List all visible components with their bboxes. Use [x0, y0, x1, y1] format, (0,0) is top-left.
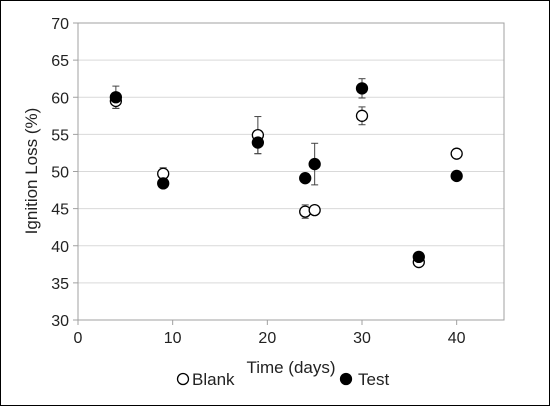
- y-tick-label: 55: [51, 127, 69, 144]
- x-tick-label: 0: [74, 330, 83, 347]
- data-point-blank: [308, 203, 321, 217]
- gridlines: [78, 59, 504, 284]
- data-point-blank: [355, 109, 369, 122]
- data-point-test: [355, 82, 369, 95]
- data-point-test: [450, 169, 463, 183]
- axis-ticks: 30 35 40 45 50 55 60 65 70 0 10 20 30 40: [51, 16, 465, 347]
- x-axis-title: Time (days): [246, 358, 335, 377]
- x-tick-label: 10: [164, 330, 182, 347]
- y-tick-label: 70: [51, 16, 69, 33]
- legend-label-blank: Blank: [192, 370, 235, 389]
- y-tick-label: 60: [51, 90, 69, 107]
- y-axis-title: Ignition Loss (%): [22, 108, 41, 235]
- x-tick-label: 20: [258, 330, 276, 347]
- legend-label-test: Test: [358, 370, 389, 389]
- data-points: [109, 82, 463, 269]
- y-tick-label: 35: [51, 276, 69, 293]
- data-point-test: [308, 157, 321, 171]
- x-tick-label: 30: [353, 330, 371, 347]
- legend-marker-blank: [176, 372, 190, 386]
- data-point-test: [157, 177, 170, 190]
- y-tick-label: 65: [51, 53, 69, 70]
- error-bars: [112, 78, 366, 219]
- y-tick-label: 30: [51, 313, 69, 330]
- legend-marker-test: [339, 372, 353, 386]
- legend: Blank Test: [176, 370, 389, 389]
- y-tick-label: 40: [51, 239, 69, 256]
- y-tick-label: 50: [51, 165, 69, 182]
- data-point-test: [299, 172, 312, 185]
- x-tick-label: 40: [448, 330, 466, 347]
- data-point-test: [251, 136, 265, 149]
- y-tick-label: 45: [51, 202, 69, 219]
- data-point-test: [109, 91, 123, 104]
- data-point-test: [412, 250, 425, 264]
- data-point-blank: [450, 147, 463, 160]
